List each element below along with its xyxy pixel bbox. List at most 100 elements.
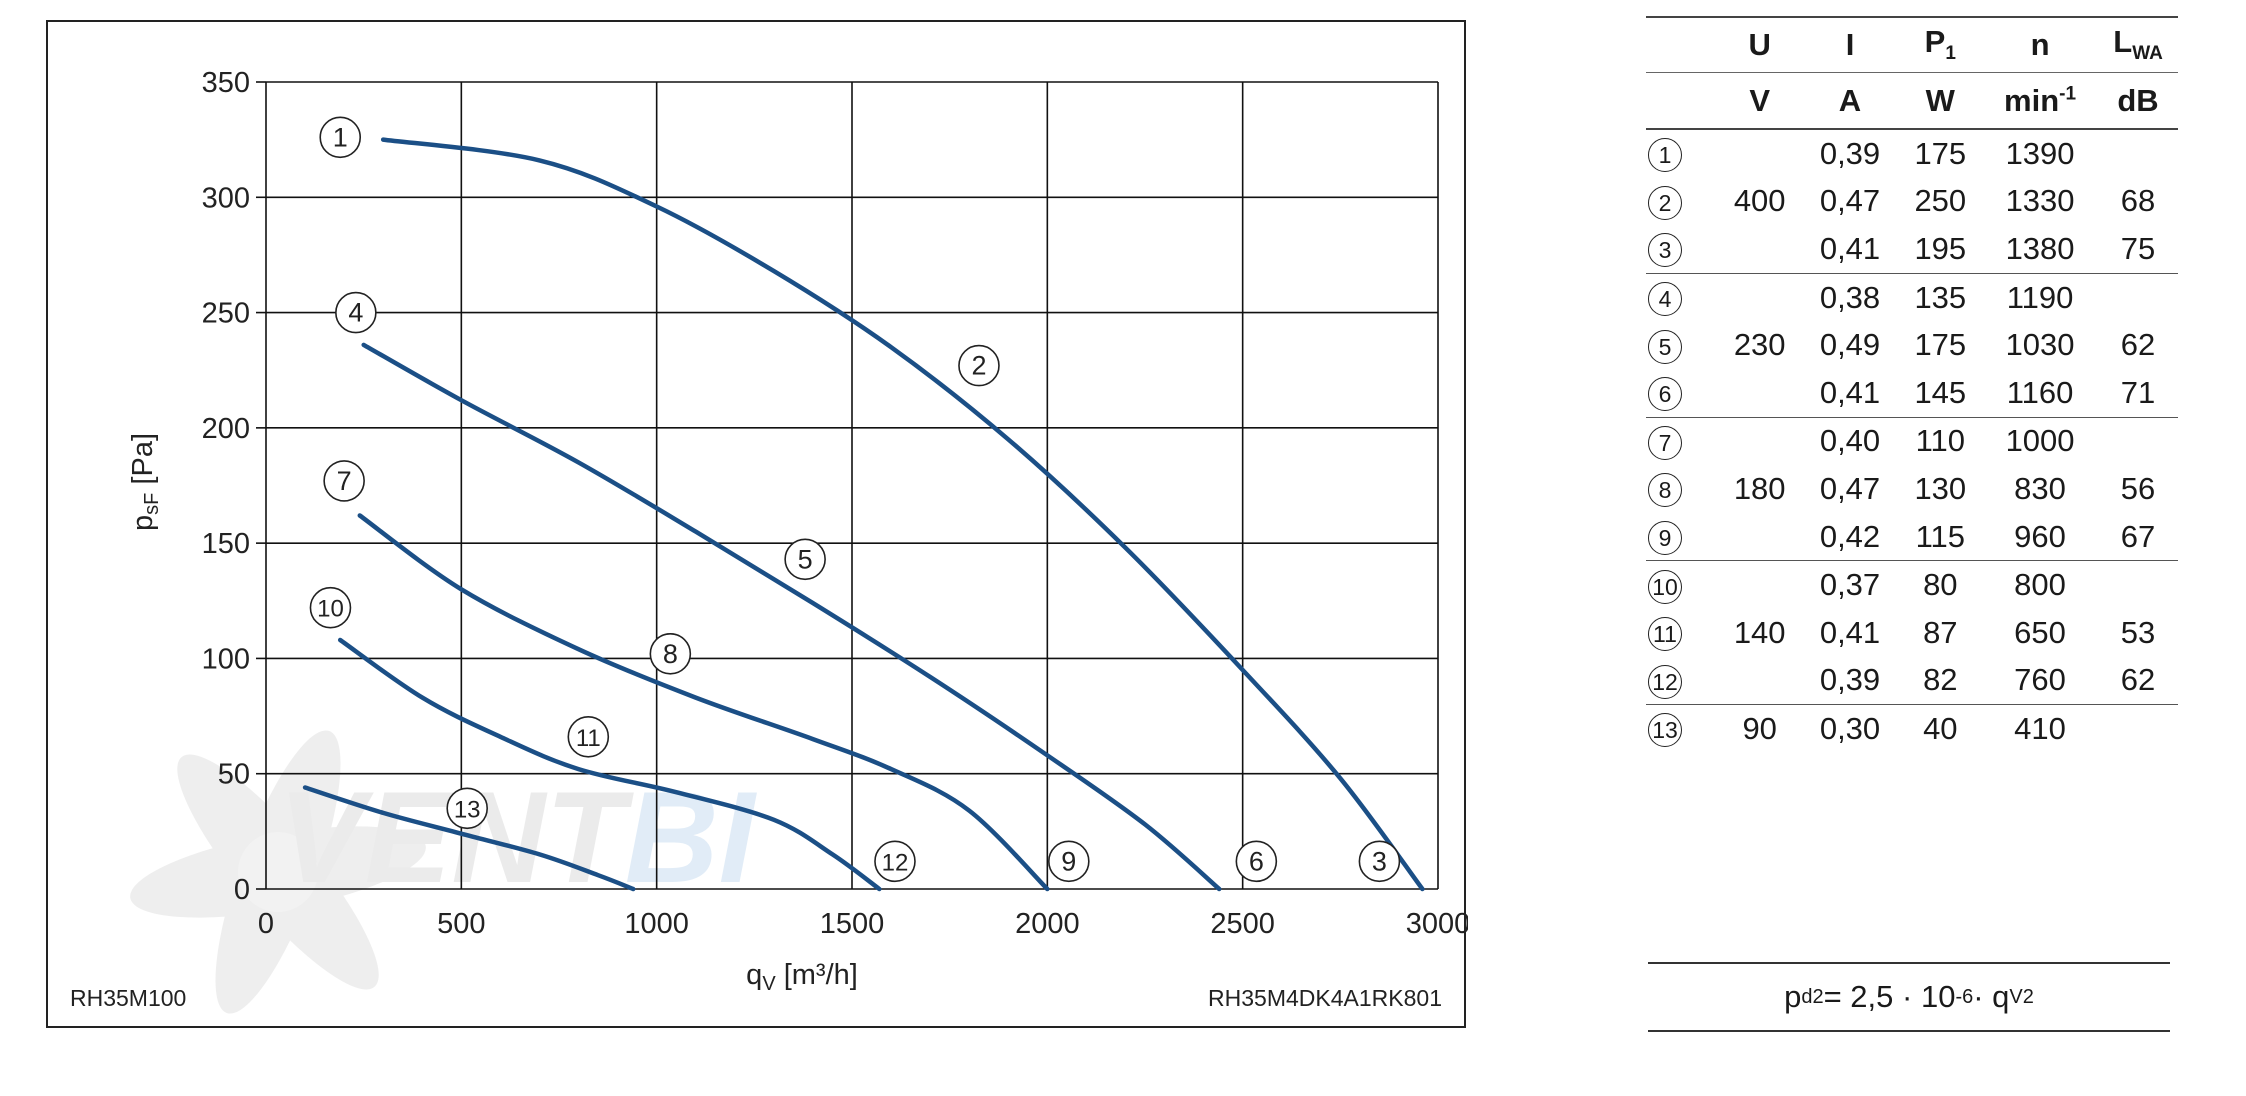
x-tick-label: 2000 bbox=[1015, 908, 1080, 940]
y-axis-label: psF [Pa] bbox=[127, 433, 163, 531]
svg-text:7: 7 bbox=[337, 466, 352, 496]
y-tick-label: 100 bbox=[202, 643, 250, 675]
cell-current: 0,41 bbox=[1801, 225, 1899, 274]
y-tick-label: 150 bbox=[202, 528, 250, 560]
row-number: 8 bbox=[1646, 465, 1718, 513]
cell-power: 110 bbox=[1915, 423, 1966, 459]
x-tick-label: 0 bbox=[258, 908, 274, 940]
row-number: 2 bbox=[1646, 178, 1718, 226]
y-tick-label: 50 bbox=[218, 759, 250, 791]
x-tick-label: 1000 bbox=[624, 908, 689, 940]
cell-speed: 830 bbox=[2014, 470, 2066, 506]
cell-power: 250 bbox=[1914, 183, 1967, 219]
row-circle-label: 7 bbox=[1648, 425, 1682, 460]
row-circle-label: 10 bbox=[1648, 569, 1682, 604]
cell-voltage bbox=[1718, 561, 1801, 609]
cell-voltage: 230 bbox=[1733, 327, 1786, 363]
row-number: 3 bbox=[1646, 225, 1718, 274]
row-number: 7 bbox=[1646, 417, 1718, 465]
cell-voltage bbox=[1718, 273, 1801, 321]
y-tick-label: 0 bbox=[234, 874, 250, 906]
header-unit-p: W bbox=[1898, 72, 1982, 130]
cell-speed: 1380 bbox=[1982, 225, 2099, 274]
cell-sound bbox=[2098, 273, 2178, 321]
table-body: 1 0,39 175 1390 2 400 0,47 250 1330 68 3 0,41 195 138… bbox=[1646, 129, 2178, 753]
svg-text:5: 5 bbox=[798, 544, 813, 574]
cell-power: 135 bbox=[1914, 279, 1967, 315]
curve-label-11: 11 bbox=[567, 716, 610, 758]
curve-label-10: 10 bbox=[309, 586, 352, 629]
y-tick-label: 200 bbox=[202, 413, 250, 445]
watermark-logo: VENTBI bbox=[130, 730, 758, 1014]
cell-speed: 1330 bbox=[2005, 183, 2075, 219]
header-spacer bbox=[1646, 16, 1718, 73]
model-label-left: RH35M100 bbox=[70, 985, 187, 1011]
svg-text:12: 12 bbox=[882, 849, 909, 876]
cell-current: 0,30 bbox=[1819, 710, 1881, 746]
header-unit-n: min-1 bbox=[1982, 72, 2099, 130]
cell-sound bbox=[2098, 561, 2178, 609]
chart-frame: VENTBI 0 500 1000 1500 2000 2500 3000 0 50 100 150… bbox=[46, 20, 1468, 1028]
cell-speed: 1030 bbox=[2005, 327, 2075, 363]
curve-line-5 bbox=[302, 785, 636, 892]
cell-current: 0,42 bbox=[1801, 512, 1899, 562]
table-row: 5 230 0,49 175 1030 62 bbox=[1646, 321, 2178, 369]
cell-speed: 1000 bbox=[2005, 423, 2075, 459]
svg-text:3: 3 bbox=[1372, 846, 1387, 876]
row-circle-label: 6 bbox=[1648, 377, 1682, 412]
cell-power: 175 bbox=[1914, 135, 1967, 171]
svg-text:4: 4 bbox=[348, 298, 363, 328]
x-tick-label: 1500 bbox=[820, 908, 885, 940]
curve-label-6: 6 bbox=[1235, 840, 1278, 883]
fan-curve-chart: VENTBI 0 500 1000 1500 2000 2500 3000050100150… bbox=[127, 67, 1468, 1014]
cell-voltage bbox=[1718, 656, 1802, 706]
y-tick-label: 300 bbox=[202, 182, 250, 214]
header-unit-u: V bbox=[1718, 72, 1802, 130]
row-number: 9 bbox=[1646, 512, 1718, 562]
table-row: 4 0,38 135 1190 bbox=[1646, 273, 2178, 321]
cell-current: 0,41 bbox=[1801, 368, 1899, 418]
table-row: 11 140 0,41 87 650 53 bbox=[1646, 609, 2178, 657]
grid bbox=[265, 81, 1439, 890]
cell-sound: 53 bbox=[2120, 614, 2156, 650]
cell-speed: 960 bbox=[1982, 512, 2099, 562]
cell-voltage bbox=[1718, 225, 1802, 274]
row-circle-label: 4 bbox=[1648, 282, 1682, 317]
curve-line-3 bbox=[357, 513, 1050, 892]
x-tick-label: 3000 bbox=[1406, 908, 1468, 940]
row-circle-label: 5 bbox=[1648, 329, 1682, 364]
y-tick-label: 350 bbox=[202, 67, 250, 99]
row-number: 12 bbox=[1646, 656, 1718, 706]
svg-text:13: 13 bbox=[454, 796, 481, 823]
cell-speed: 410 bbox=[2014, 710, 2066, 746]
table-header-units: V A W min-1 dB bbox=[1646, 72, 2178, 130]
row-circle-label: 8 bbox=[1648, 473, 1682, 508]
curve-label-1: 1 bbox=[319, 116, 362, 159]
cell-voltage bbox=[1718, 129, 1801, 178]
cell-speed: 1160 bbox=[1982, 368, 2099, 418]
x-tick-label: 2500 bbox=[1210, 908, 1275, 940]
row-number: 6 bbox=[1646, 368, 1718, 418]
cell-voltage: 90 bbox=[1742, 710, 1777, 746]
table-row: 8 180 0,47 130 830 56 bbox=[1646, 465, 2178, 513]
curve-label-4: 4 bbox=[335, 291, 377, 334]
curve-label-13: 13 bbox=[446, 787, 488, 830]
table-header-symbols: U I P1 n LWA bbox=[1646, 16, 2178, 73]
curve-label-8: 8 bbox=[649, 633, 692, 675]
cell-power: 87 bbox=[1923, 614, 1958, 650]
svg-text:1: 1 bbox=[333, 122, 348, 152]
cell-sound: 71 bbox=[2098, 368, 2178, 418]
cell-power: 40 bbox=[1923, 710, 1958, 746]
header-unit-spacer bbox=[1646, 72, 1718, 130]
cell-sound: 75 bbox=[2098, 225, 2178, 274]
table-row: 2 400 0,47 250 1330 68 bbox=[1646, 178, 2178, 226]
cell-voltage: 400 bbox=[1733, 183, 1786, 219]
table-row: 13 90 0,30 40 410 bbox=[1646, 705, 2178, 753]
curve-label-2: 2 bbox=[958, 344, 1000, 387]
specification-table: U I P1 n LWA V A W min-1 dB 1 0,39 175 1390… bbox=[1646, 16, 2178, 753]
cell-current: 0,37 bbox=[1819, 567, 1881, 603]
cell-speed: 760 bbox=[1982, 656, 2099, 706]
cell-current: 0,47 bbox=[1819, 470, 1881, 506]
table-row: 9 0,42 115 960 67 bbox=[1646, 512, 2178, 562]
